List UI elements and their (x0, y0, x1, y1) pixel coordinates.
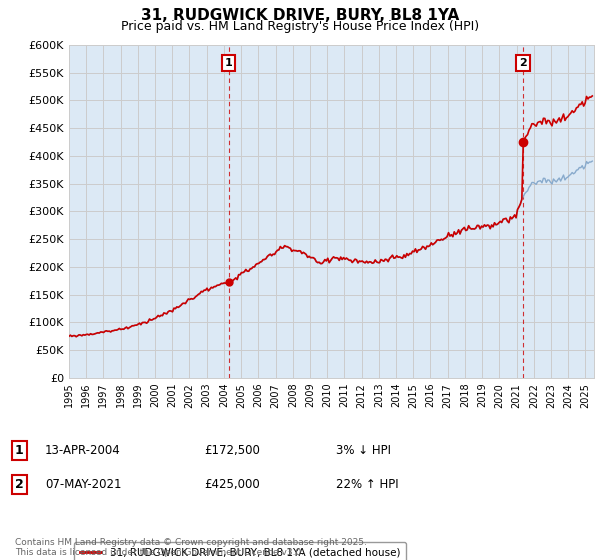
Text: 2: 2 (519, 58, 527, 68)
Text: £425,000: £425,000 (204, 478, 260, 491)
Text: 22% ↑ HPI: 22% ↑ HPI (336, 478, 398, 491)
Text: 13-APR-2004: 13-APR-2004 (45, 444, 121, 458)
Text: £172,500: £172,500 (204, 444, 260, 458)
Text: Price paid vs. HM Land Registry's House Price Index (HPI): Price paid vs. HM Land Registry's House … (121, 20, 479, 32)
Text: Contains HM Land Registry data © Crown copyright and database right 2025.
This d: Contains HM Land Registry data © Crown c… (15, 538, 367, 557)
Text: 3% ↓ HPI: 3% ↓ HPI (336, 444, 391, 458)
Legend: 31, RUDGWICK DRIVE, BURY, BL8 1YA (detached house), HPI: Average price, detached: 31, RUDGWICK DRIVE, BURY, BL8 1YA (detac… (74, 542, 406, 560)
Text: 1: 1 (224, 58, 232, 68)
Text: 31, RUDGWICK DRIVE, BURY, BL8 1YA: 31, RUDGWICK DRIVE, BURY, BL8 1YA (141, 8, 459, 24)
Text: 2: 2 (15, 478, 24, 491)
Text: 1: 1 (15, 444, 24, 458)
Text: 07-MAY-2021: 07-MAY-2021 (45, 478, 121, 491)
